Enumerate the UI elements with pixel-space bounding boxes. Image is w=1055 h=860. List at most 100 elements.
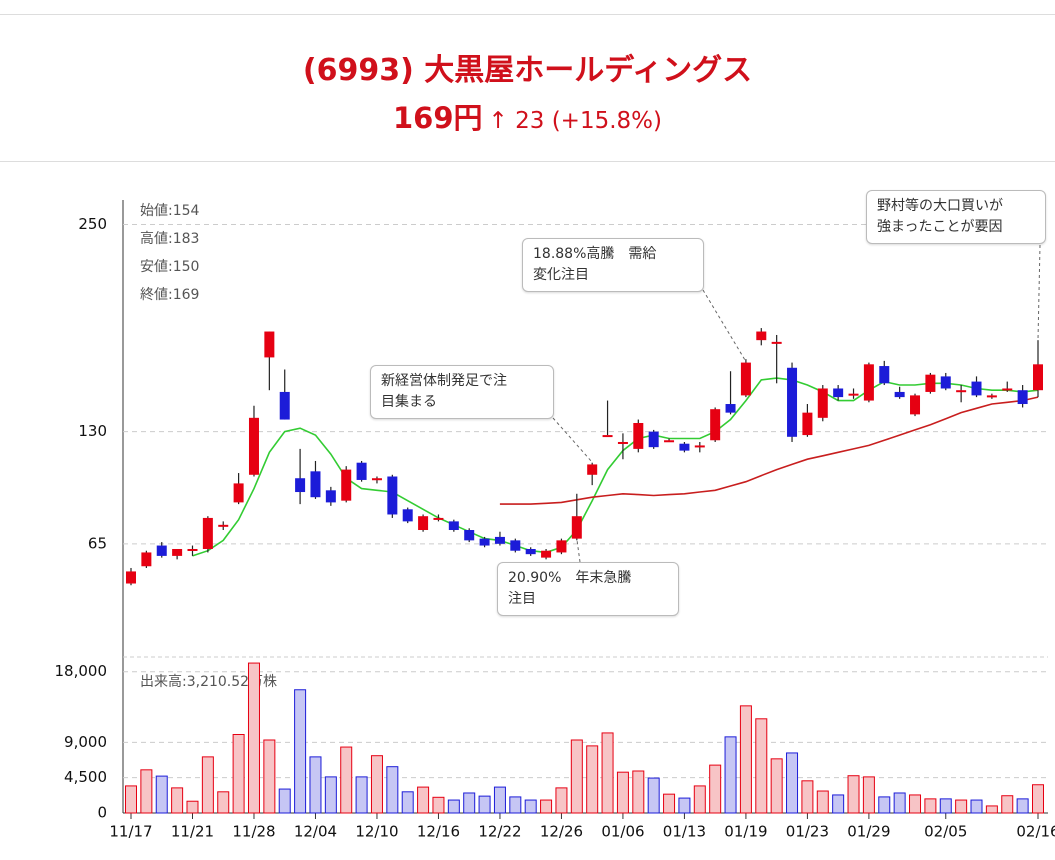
- candle-body: [172, 548, 183, 556]
- volume-bar: [601, 732, 614, 814]
- candle-body: [633, 423, 644, 449]
- candle-body: [541, 550, 552, 558]
- annotation-line: 注目: [508, 591, 536, 607]
- moving-average: [192, 377, 1039, 557]
- volume-bar: [739, 705, 752, 814]
- moving-average: [499, 396, 1039, 505]
- title: (6993) 大黒屋ホールディングス: [302, 53, 753, 88]
- volume-bar: [632, 770, 645, 814]
- annotation-box: 18.88%高騰 需給 変化注目: [522, 238, 704, 292]
- candle-body: [295, 478, 306, 493]
- header: (6993) 大黒屋ホールディングス 169円 ↑ 23 (+15.8%): [0, 14, 1055, 162]
- volume-bar: [970, 799, 983, 814]
- volume-bar: [493, 786, 506, 814]
- volume-bar: [801, 780, 814, 814]
- volume-bar: [924, 798, 937, 814]
- candle-body: [756, 331, 767, 341]
- candle-body: [202, 517, 213, 549]
- y-tick-label: 18,000: [55, 662, 108, 680]
- candle-body: [771, 341, 782, 344]
- annotation-box: 新経営体制発足で注 目集まる: [370, 365, 554, 419]
- volume-bar: [663, 793, 676, 814]
- volume-bar: [878, 796, 891, 814]
- volume-bar: [247, 662, 260, 814]
- volume-bar: [709, 764, 722, 814]
- candle-body: [679, 443, 690, 451]
- y-tick-label: 130: [78, 422, 107, 440]
- candle-body: [464, 530, 475, 541]
- candle-body: [894, 391, 905, 398]
- candle-body: [141, 552, 152, 567]
- y-tick-label: 4,500: [64, 768, 107, 786]
- volume-bar: [1001, 795, 1014, 814]
- volume-bar: [955, 799, 968, 814]
- annotation-pointer: [576, 539, 581, 563]
- candle-body: [279, 391, 290, 420]
- volume-bar: [847, 775, 860, 814]
- candle-body: [402, 509, 413, 522]
- x-tick-label: 01/19: [724, 823, 767, 841]
- volume-bar: [616, 771, 629, 814]
- volume-bar: [463, 792, 476, 814]
- candle-body: [971, 381, 982, 396]
- ohlc-info: 高値:183: [140, 230, 199, 247]
- volume-bar: [278, 788, 291, 814]
- volume-bar: [816, 790, 829, 814]
- candle-body: [694, 445, 705, 448]
- candle-body: [126, 571, 136, 584]
- volume-bar: [232, 734, 245, 814]
- price-line: 169円 ↑ 23 (+15.8%): [0, 95, 1055, 137]
- y-tick-label: 250: [78, 215, 107, 233]
- x-tick-label: 02/05: [924, 823, 967, 841]
- candle-body: [571, 516, 582, 539]
- candle-body: [910, 395, 921, 415]
- volume-bar: [401, 791, 414, 814]
- y-tick-label: 65: [88, 534, 107, 552]
- candle-body: [1002, 388, 1013, 391]
- annotation-box: 野村等の大口買いが 強まったことが要因: [866, 190, 1046, 244]
- annotation-pointer: [702, 289, 746, 361]
- volume-bar: [985, 805, 998, 814]
- annotation-box: 20.90% 年末急騰 注目: [497, 562, 679, 616]
- x-tick-label: 11/28: [232, 823, 275, 841]
- volume-bar: [140, 769, 153, 814]
- candle-body: [802, 412, 813, 436]
- ohlc-info: 安値:150: [140, 259, 199, 275]
- candle-body: [833, 388, 844, 398]
- y-tick-label: 0: [97, 804, 107, 822]
- candle-body: [310, 471, 321, 498]
- annotation-line: 変化注目: [533, 267, 589, 283]
- candle-body: [617, 441, 628, 444]
- annotation-line: 強まったことが要因: [877, 219, 1003, 235]
- candle-body: [233, 483, 244, 503]
- volume-bar: [570, 739, 583, 814]
- candle-body: [248, 417, 259, 475]
- volume-bar: [678, 797, 691, 814]
- candle-body: [510, 540, 521, 551]
- volume-bar: [770, 758, 783, 814]
- candle-body: [863, 364, 874, 401]
- volume-bar: [893, 792, 906, 814]
- annotation-line: 20.90% 年末急騰: [508, 570, 632, 586]
- x-tick-label: 12/10: [355, 823, 398, 841]
- candle-body: [556, 540, 567, 553]
- volume-bar: [340, 746, 353, 814]
- candle-body: [587, 464, 598, 475]
- x-tick-label: 12/16: [417, 823, 460, 841]
- candle-body: [817, 388, 828, 418]
- annotation-line: 目集まる: [381, 394, 437, 410]
- x-tick-label: 12/26: [540, 823, 583, 841]
- candle-body: [341, 469, 352, 501]
- volume-bar: [186, 800, 199, 814]
- candle-body: [787, 367, 798, 437]
- ohlc-info: 終値:169: [140, 287, 199, 303]
- x-tick-label: 01/29: [847, 823, 890, 841]
- volume-bar: [724, 736, 737, 814]
- candle-body: [940, 376, 951, 389]
- annotation-line: 野村等の大口買いが: [877, 198, 1003, 214]
- volume-bar: [586, 745, 599, 814]
- candle-body: [725, 404, 736, 413]
- volume-bar: [939, 798, 952, 814]
- candle-body: [848, 393, 859, 396]
- volume-bar: [647, 777, 660, 814]
